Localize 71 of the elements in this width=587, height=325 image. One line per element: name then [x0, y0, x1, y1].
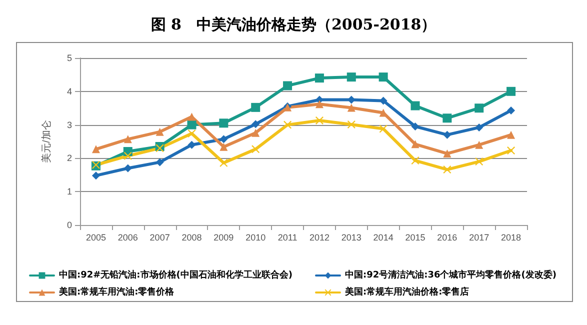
point [219, 118, 228, 128]
point [284, 120, 292, 129]
point [507, 130, 516, 139]
point [188, 140, 196, 149]
x-tick-label: 2006 [118, 232, 138, 242]
y-axis-title: 美元/加仑 [40, 120, 52, 163]
x-tick-label: 2012 [309, 232, 330, 242]
y-tick-label: 2 [66, 153, 72, 164]
legend-label: 中国:92号清洁汽油:36个城市平均零售价格(发改委) [345, 270, 556, 280]
point [443, 166, 452, 174]
x-tick-label: 2015 [405, 232, 426, 242]
point [411, 122, 420, 130]
point [475, 123, 484, 132]
point [411, 140, 420, 148]
point [252, 145, 260, 154]
point [124, 135, 132, 144]
point [315, 116, 324, 124]
x-tick-label: 2007 [150, 232, 170, 242]
point [475, 158, 484, 166]
x-tick-label: 2014 [373, 232, 394, 242]
y-tick-label: 4 [66, 86, 72, 96]
x-tick-label: 2005 [86, 232, 106, 242]
point [379, 124, 388, 133]
legend-label: 美国:常规车用汽油价格:零售店 [344, 286, 470, 298]
x-tick-label: 2018 [501, 232, 522, 242]
point [220, 158, 228, 167]
legend-label: 中国:92#无铅汽油:市场价格(中国石油和化学工业联合会) [59, 270, 292, 280]
x-tick-label: 2016 [437, 232, 458, 242]
point [378, 72, 388, 82]
point [188, 129, 196, 138]
point [410, 101, 420, 110]
point [220, 135, 228, 144]
x-tick-label: 2017 [469, 232, 490, 242]
point [347, 120, 356, 128]
point [475, 140, 484, 149]
point [188, 112, 196, 121]
y-tick-label: 3 [66, 120, 72, 130]
point [442, 114, 452, 123]
x-tick-label: 2011 [278, 232, 298, 242]
x-tick-label: 2008 [182, 232, 202, 242]
point [124, 152, 132, 160]
legend-label: 美国:常规车用汽油:零售价格 [58, 286, 176, 298]
point [252, 128, 260, 137]
point [315, 100, 324, 108]
point [506, 86, 516, 96]
point [314, 74, 324, 83]
x-tick-label: 2009 [214, 232, 234, 242]
x-tick-label: 2013 [341, 232, 362, 242]
y-tick-label: 0 [66, 220, 72, 230]
point [220, 142, 228, 151]
point [474, 104, 484, 113]
y-tick-label: 5 [66, 53, 72, 63]
point [346, 72, 356, 82]
point [507, 146, 516, 155]
point [283, 81, 292, 90]
point [251, 102, 260, 112]
y-tick-label: 1 [66, 186, 72, 197]
point [156, 158, 164, 166]
point [507, 106, 516, 114]
point [347, 104, 356, 112]
point [252, 120, 260, 128]
point [92, 145, 100, 154]
point [124, 164, 132, 172]
point [443, 150, 452, 158]
point [443, 130, 452, 139]
point [156, 128, 164, 136]
chart-title: 图 8 中美汽油价格走势（2005-2018） [150, 16, 436, 34]
point [411, 156, 420, 165]
point [92, 172, 100, 180]
x-tick-label: 2010 [246, 232, 266, 242]
point [187, 120, 196, 130]
